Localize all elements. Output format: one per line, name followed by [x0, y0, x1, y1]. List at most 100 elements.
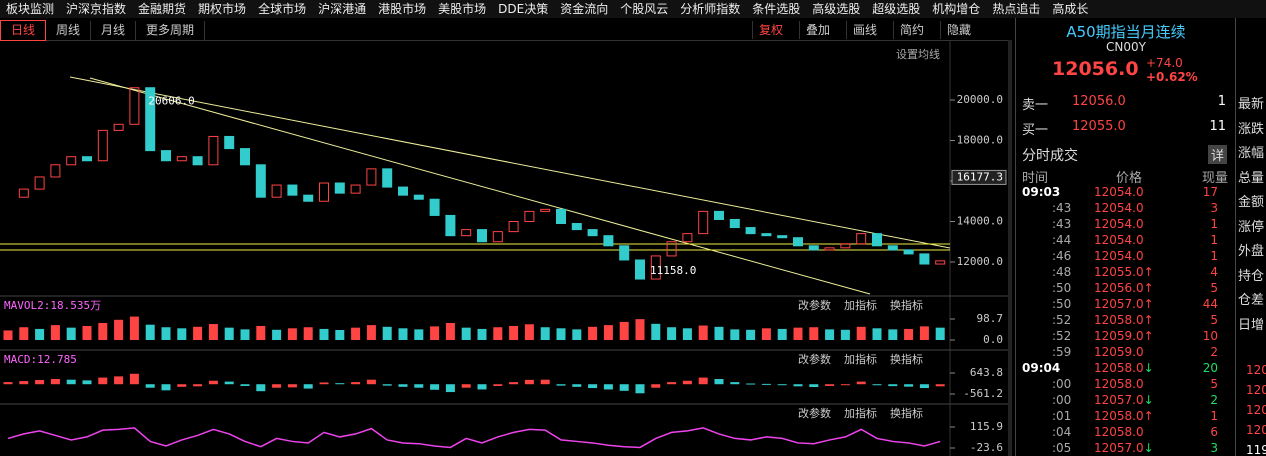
pane-button[interactable]: 换指标: [890, 406, 923, 420]
pane-button[interactable]: 加指标: [844, 406, 877, 420]
bar: [82, 325, 92, 340]
tick-qty: 10: [1202, 329, 1218, 343]
tick-qty: 1: [1210, 409, 1218, 423]
menu-item[interactable]: 超级选股: [872, 2, 921, 16]
pane-button[interactable]: 换指标: [890, 352, 923, 366]
bar: [682, 380, 692, 385]
bar: [619, 384, 629, 391]
tool-button[interactable]: 叠加: [799, 21, 830, 39]
pane-button[interactable]: 加指标: [844, 352, 877, 366]
table-header[interactable]: 时间: [1022, 171, 1049, 186]
tick-time: :44: [1052, 233, 1072, 247]
side-label: 持仓: [1238, 268, 1265, 284]
pane-button[interactable]: 改参数: [798, 352, 831, 366]
bar: [540, 379, 550, 385]
menu-item[interactable]: DDE决策: [498, 2, 549, 16]
menu-item[interactable]: 板块监测: [6, 2, 55, 16]
bar: [540, 327, 550, 340]
menu-item[interactable]: 机构增仓: [932, 2, 981, 16]
candle: [492, 231, 503, 243]
bar: [588, 326, 598, 340]
bar: [698, 325, 708, 340]
menu-item[interactable]: 分析师指数: [680, 2, 741, 16]
pane-label: MAVOL2:18.535万: [4, 299, 101, 312]
candle: [824, 247, 835, 251]
menu-item[interactable]: 美股市场: [438, 2, 487, 16]
period-tab[interactable]: 日线: [0, 20, 47, 41]
tick-price: 12058.0↑: [1094, 313, 1154, 327]
ma-setting[interactable]: 设置均线: [896, 47, 940, 61]
candle: [461, 229, 472, 237]
menu-item[interactable]: 金融期货: [138, 2, 187, 16]
line: [7, 427, 941, 449]
side-label: 涨跌: [1238, 121, 1265, 137]
bar: [904, 384, 914, 387]
bar: [382, 384, 392, 386]
tool-button[interactable]: 简约: [893, 21, 924, 39]
min-label: 11158.0: [650, 264, 696, 277]
direction-arrow: ↑: [1143, 409, 1154, 423]
bar: [398, 384, 408, 387]
candle: [793, 237, 803, 247]
period-tab[interactable]: 更多周期: [136, 21, 206, 40]
period-tab[interactable]: 月线: [91, 21, 137, 40]
menu-item[interactable]: 高级选股: [812, 2, 861, 16]
candle: [698, 210, 709, 235]
table-header[interactable]: 价格: [1116, 171, 1143, 186]
tool-button[interactable]: 画线: [846, 21, 877, 39]
menu-item[interactable]: 港股市场: [378, 2, 427, 16]
bar: [793, 327, 803, 340]
bar: [224, 381, 234, 385]
bar: [208, 380, 218, 385]
candle: [919, 253, 930, 265]
menu-item[interactable]: 沪深港通: [318, 2, 367, 16]
bar: [509, 382, 519, 385]
period-tab[interactable]: 周线: [46, 21, 92, 40]
side-number: 119: [1246, 443, 1266, 456]
bar: [777, 384, 787, 386]
pane-button[interactable]: 改参数: [798, 406, 831, 420]
tool-button[interactable]: 复权: [752, 21, 783, 39]
side-number: 120: [1246, 383, 1266, 397]
menu-item[interactable]: 资金流向: [560, 2, 609, 16]
bar: [50, 378, 60, 385]
tick-qty: 2: [1210, 393, 1218, 407]
tick-qty: 1: [1210, 233, 1218, 247]
pane-button[interactable]: 加指标: [844, 298, 877, 312]
candle: [587, 229, 598, 237]
y-tick-label: 643.8: [970, 366, 1003, 379]
menu-item[interactable]: 期权市场: [198, 2, 247, 16]
bar: [556, 384, 566, 386]
candle: [666, 241, 677, 257]
bar: [98, 322, 108, 340]
candle: [445, 214, 456, 237]
menu-item[interactable]: 个股风云: [620, 2, 669, 16]
bar: [667, 382, 677, 385]
bar: [746, 329, 756, 340]
bar: [809, 384, 819, 388]
direction-arrow: ↓: [1143, 361, 1154, 375]
bar: [888, 384, 898, 387]
menu-item[interactable]: 全球市场: [258, 2, 307, 16]
candle: [524, 210, 535, 222]
menu-item[interactable]: 热点追击: [992, 2, 1041, 16]
candle: [192, 156, 203, 166]
direction-arrow: ↓: [1143, 393, 1154, 407]
pane-button[interactable]: 改参数: [798, 298, 831, 312]
menu-item[interactable]: 高成长: [1052, 2, 1089, 16]
bar: [114, 319, 124, 340]
bar: [161, 327, 171, 340]
bar: [888, 329, 898, 340]
table-header[interactable]: 现量: [1201, 171, 1228, 186]
pane-button[interactable]: 换指标: [890, 298, 923, 312]
bar: [556, 328, 566, 340]
detail-button[interactable]: 详: [1208, 145, 1228, 164]
bar: [208, 324, 218, 340]
side-number: 120: [1246, 423, 1266, 437]
tick-price: 12058.0: [1094, 377, 1144, 391]
bar: [825, 384, 835, 386]
candle: [161, 150, 171, 162]
menu-item[interactable]: 条件选股: [752, 2, 801, 16]
tool-button[interactable]: 隐藏: [940, 21, 971, 39]
menu-item[interactable]: 沪深京指数: [66, 2, 127, 16]
